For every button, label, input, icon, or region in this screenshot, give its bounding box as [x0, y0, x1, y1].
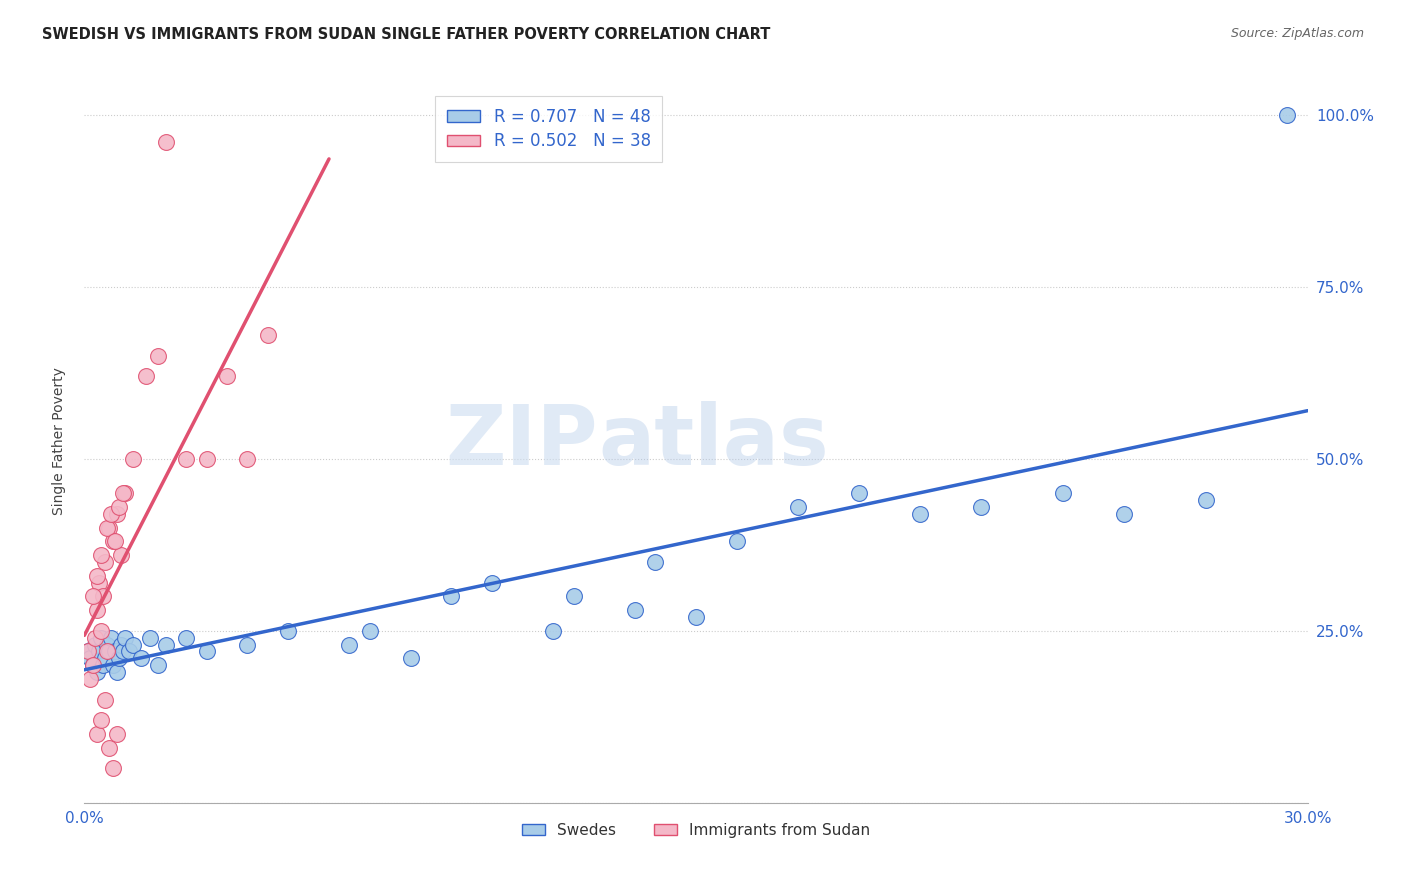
Point [135, 369, 157, 384]
Point [100, 631, 122, 645]
Point [195, 644, 218, 658]
Y-axis label: Single Father Poverty: Single Father Poverty [52, 368, 66, 516]
Text: SWEDISH VS IMMIGRANTS FROM SUDAN SINGLE FATHER POVERTY CORRELATION CHART: SWEDISH VS IMMIGRANTS FROM SUDAN SINGLE … [42, 27, 770, 42]
Point [96, 520, 118, 534]
Point [82, 590, 104, 604]
Point [77, 644, 100, 658]
Point [155, 638, 177, 652]
Point [174, 631, 197, 645]
Point [97, 740, 120, 755]
Text: Source: ZipAtlas.com: Source: ZipAtlas.com [1230, 27, 1364, 40]
Text: ZIP: ZIP [446, 401, 598, 482]
Point [685, 610, 707, 624]
Point [105, 507, 128, 521]
Point [440, 590, 463, 604]
Point [562, 590, 585, 604]
Point [82, 658, 104, 673]
Point [155, 135, 177, 149]
Point [195, 451, 218, 466]
Point [86, 665, 108, 679]
Point [131, 651, 153, 665]
Point [174, 451, 197, 466]
Point [277, 624, 299, 638]
Point [105, 727, 128, 741]
Point [90, 713, 112, 727]
Point [114, 631, 136, 645]
Point [644, 555, 666, 569]
Point [1195, 493, 1218, 508]
Point [359, 624, 381, 638]
Point [725, 534, 748, 549]
Point [970, 500, 993, 514]
Point [138, 631, 160, 645]
Point [1277, 108, 1299, 122]
Point [93, 651, 115, 665]
Point [96, 644, 118, 658]
Point [481, 575, 503, 590]
Point [79, 651, 101, 665]
Point [110, 548, 132, 562]
Point [108, 651, 131, 665]
Text: atlas: atlas [598, 401, 830, 482]
Legend: Swedes, Immigrants from Sudan: Swedes, Immigrants from Sudan [515, 815, 877, 846]
Point [91, 658, 114, 673]
Point [108, 500, 131, 514]
Point [848, 486, 870, 500]
Point [1052, 486, 1074, 500]
Point [86, 568, 108, 582]
Point [90, 624, 112, 638]
Point [93, 555, 115, 569]
Point [787, 500, 810, 514]
Point [101, 658, 124, 673]
Point [543, 624, 565, 638]
Point [83, 638, 105, 652]
Point [257, 327, 280, 342]
Point [83, 631, 105, 645]
Point [1114, 507, 1136, 521]
Point [77, 644, 100, 658]
Point [86, 603, 108, 617]
Point [79, 672, 101, 686]
Point [101, 534, 124, 549]
Point [87, 644, 110, 658]
Point [339, 638, 361, 652]
Point [122, 638, 145, 652]
Point [101, 761, 124, 775]
Point [122, 451, 145, 466]
Point [87, 575, 110, 590]
Point [96, 638, 118, 652]
Point [97, 520, 120, 534]
Point [90, 548, 112, 562]
Point [97, 644, 120, 658]
Point [86, 727, 108, 741]
Point [146, 349, 169, 363]
Point [91, 590, 114, 604]
Point [104, 644, 127, 658]
Point [93, 692, 115, 706]
Point [217, 369, 239, 384]
Point [236, 638, 259, 652]
Point [118, 644, 141, 658]
Point [100, 507, 122, 521]
Point [399, 651, 422, 665]
Point [910, 507, 932, 521]
Point [624, 603, 647, 617]
Point [112, 644, 135, 658]
Point [114, 486, 136, 500]
Point [110, 638, 132, 652]
Point [90, 631, 112, 645]
Point [236, 451, 259, 466]
Point [82, 658, 104, 673]
Point [104, 534, 127, 549]
Point [105, 665, 128, 679]
Point [112, 486, 135, 500]
Point [146, 658, 169, 673]
